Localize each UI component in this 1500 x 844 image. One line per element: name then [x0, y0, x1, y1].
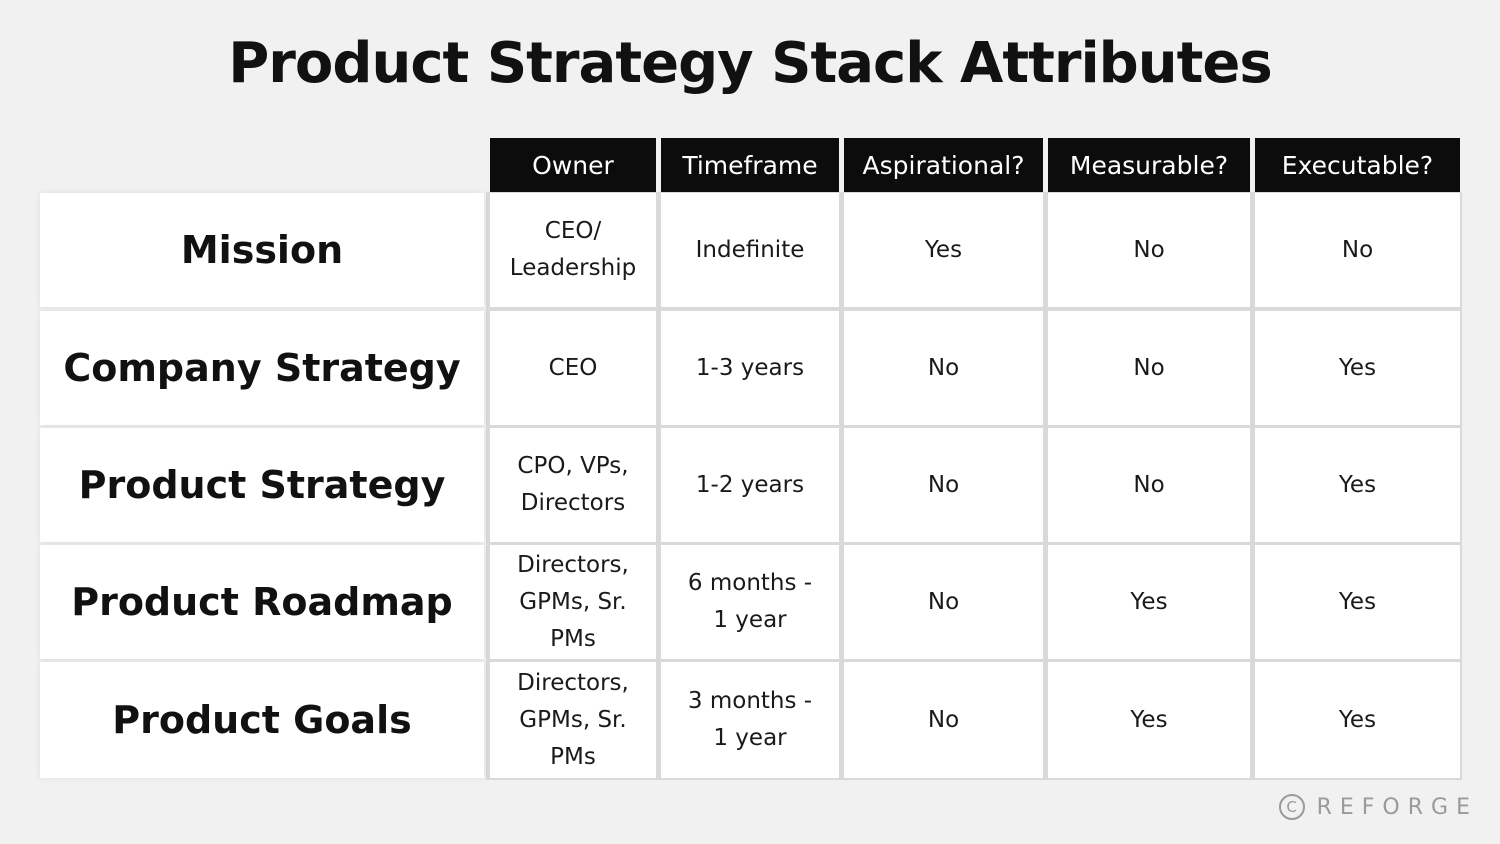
table-cell: No: [1048, 193, 1250, 307]
table-cell: 3 months - 1 year: [661, 662, 839, 778]
table-cell: Directors, GPMs, Sr. PMs: [490, 545, 656, 659]
table-cell: CEO: [490, 311, 656, 425]
copyright-icon: C: [1278, 794, 1305, 820]
table-cell: 6 months - 1 year: [661, 545, 839, 659]
table-cell: Yes: [1255, 545, 1460, 659]
table-cell: Yes: [1048, 545, 1250, 659]
table-cell: No: [844, 428, 1043, 542]
column-header-aspirational: Aspirational?: [844, 138, 1043, 192]
row-label-product-goals: Product Goals: [40, 662, 484, 778]
table-cell: Yes: [1048, 662, 1250, 778]
table-cell: Yes: [1255, 428, 1460, 542]
column-header-owner: Owner: [490, 138, 656, 192]
table-cell: No: [1255, 193, 1460, 307]
column-header-executable: Executable?: [1255, 138, 1460, 192]
page-title: Product Strategy Stack Attributes: [228, 31, 1272, 96]
table-cell: 1-3 years: [661, 311, 839, 425]
table-cell: Yes: [1255, 311, 1460, 425]
table-cell: No: [844, 311, 1043, 425]
table-cell: No: [1048, 428, 1250, 542]
row-label-mission: Mission: [40, 193, 484, 307]
table-cell: Yes: [1255, 662, 1460, 778]
row-label-product-roadmap: Product Roadmap: [40, 545, 484, 659]
table-cell: No: [844, 545, 1043, 659]
reforge-logo: C REFORGE: [1278, 794, 1478, 820]
table-cell: 1-2 years: [661, 428, 839, 542]
table-cell: Directors, GPMs, Sr. PMs: [490, 662, 656, 778]
logo-text: REFORGE: [1316, 794, 1478, 820]
row-label-product-strategy: Product Strategy: [40, 428, 484, 542]
table-cell: CPO, VPs, Directors: [490, 428, 656, 542]
row-label-company-strategy: Company Strategy: [40, 311, 484, 425]
column-header-timeframe: Timeframe: [661, 138, 839, 192]
column-header-measurable: Measurable?: [1048, 138, 1250, 192]
table-cell: No: [1048, 311, 1250, 425]
table-cell: No: [844, 662, 1043, 778]
table-cell: Indefinite: [661, 193, 839, 307]
table-cell: CEO/ Leadership: [490, 193, 656, 307]
table-cell: Yes: [844, 193, 1043, 307]
